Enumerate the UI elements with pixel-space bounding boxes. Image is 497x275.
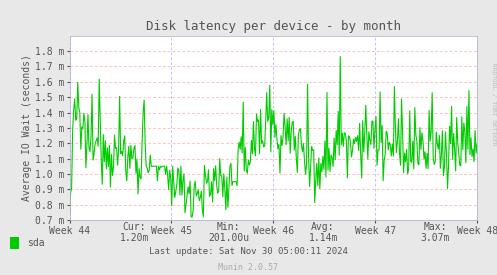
Text: 201.00u: 201.00u	[208, 233, 249, 243]
Text: Avg:: Avg:	[311, 222, 335, 232]
Title: Disk latency per device - by month: Disk latency per device - by month	[146, 20, 401, 33]
Text: Min:: Min:	[217, 222, 241, 232]
Y-axis label: Average IO Wait (seconds): Average IO Wait (seconds)	[22, 54, 32, 201]
Text: Max:: Max:	[423, 222, 447, 232]
Text: Last update: Sat Nov 30 05:00:11 2024: Last update: Sat Nov 30 05:00:11 2024	[149, 247, 348, 256]
Text: RRDTOOL / TOBI OETIKER: RRDTOOL / TOBI OETIKER	[491, 63, 496, 146]
Text: 1.20m: 1.20m	[119, 233, 149, 243]
Text: 3.07m: 3.07m	[420, 233, 450, 243]
Text: 1.14m: 1.14m	[308, 233, 338, 243]
Text: Cur:: Cur:	[122, 222, 146, 232]
Text: sda: sda	[27, 238, 45, 248]
Text: Munin 2.0.57: Munin 2.0.57	[219, 263, 278, 272]
